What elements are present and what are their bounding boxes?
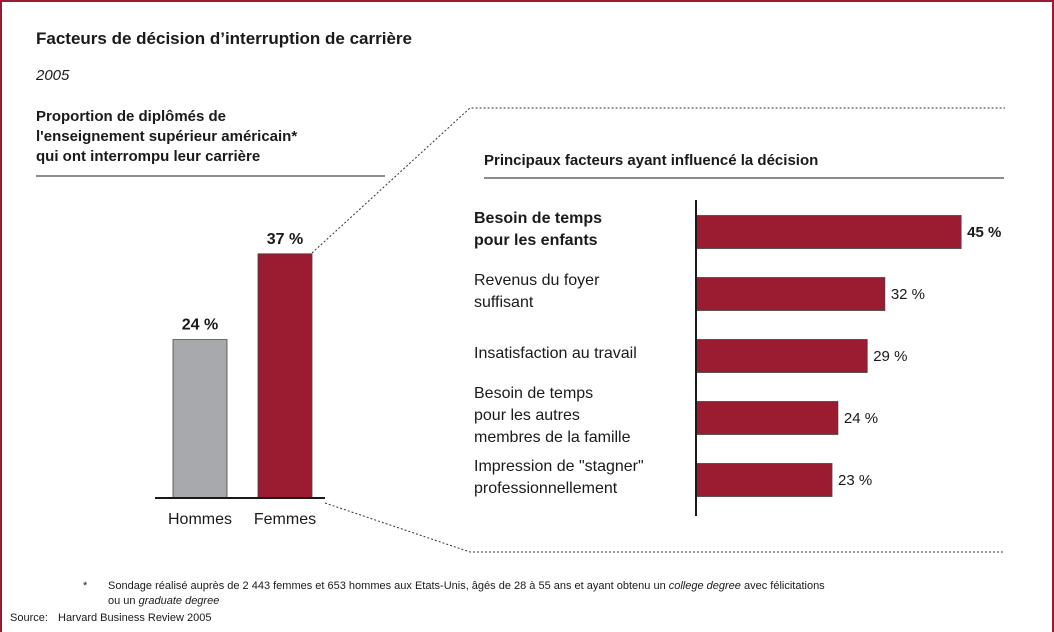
bar [257, 253, 313, 499]
footnote: Sondage réalisé auprès de 2 443 femmes e… [108, 580, 825, 592]
bar [172, 339, 228, 499]
value-label: 29 % [873, 348, 907, 365]
footnote-marker: * [83, 580, 88, 592]
x-tick-label: Hommes [168, 511, 232, 528]
source-text: Harvard Business Review 2005 [58, 612, 211, 624]
page-title: Facteurs de décision d’interruption de c… [36, 29, 412, 48]
bar [696, 277, 886, 311]
bar [696, 339, 868, 373]
bar [696, 215, 962, 249]
left-chart-title: Proportion de diplômés de l'enseignement … [36, 108, 297, 165]
category-label: Revenus du foyer suffisant [474, 272, 600, 311]
value-label: 37 % [267, 231, 303, 248]
bar [696, 401, 839, 435]
footnote-text: graduate degree [139, 595, 220, 607]
page-subtitle: 2005 [35, 67, 70, 84]
connector [311, 107, 1005, 553]
value-label: 23 % [838, 472, 872, 489]
footnote-text: college degree [669, 580, 741, 592]
footnote-text: avec félicitations [741, 580, 825, 592]
bar [696, 463, 833, 497]
value-label: 24 % [844, 410, 878, 427]
category-label: Insatisfaction au travail [474, 345, 637, 362]
category-label: Besoin de temps pour les autres membres de… [474, 385, 631, 446]
value-label: 32 % [891, 286, 925, 303]
value-label: 45 % [967, 224, 1001, 241]
footnote-text: ou un [108, 595, 139, 607]
category-label: Besoin de temps pour les enfants [474, 210, 602, 249]
source-label: Source: [10, 612, 48, 624]
footnote-text: Sondage réalisé auprès de 2 443 femmes e… [108, 580, 669, 592]
x-tick-label: Femmes [254, 511, 316, 528]
right-chart-title: Principaux facteurs ayant influencé la d… [484, 152, 818, 169]
footnote: ou un graduate degree [108, 595, 219, 607]
value-label: 24 % [182, 317, 218, 334]
category-label: Impression de "stagner" professionnelleme… [474, 458, 644, 497]
